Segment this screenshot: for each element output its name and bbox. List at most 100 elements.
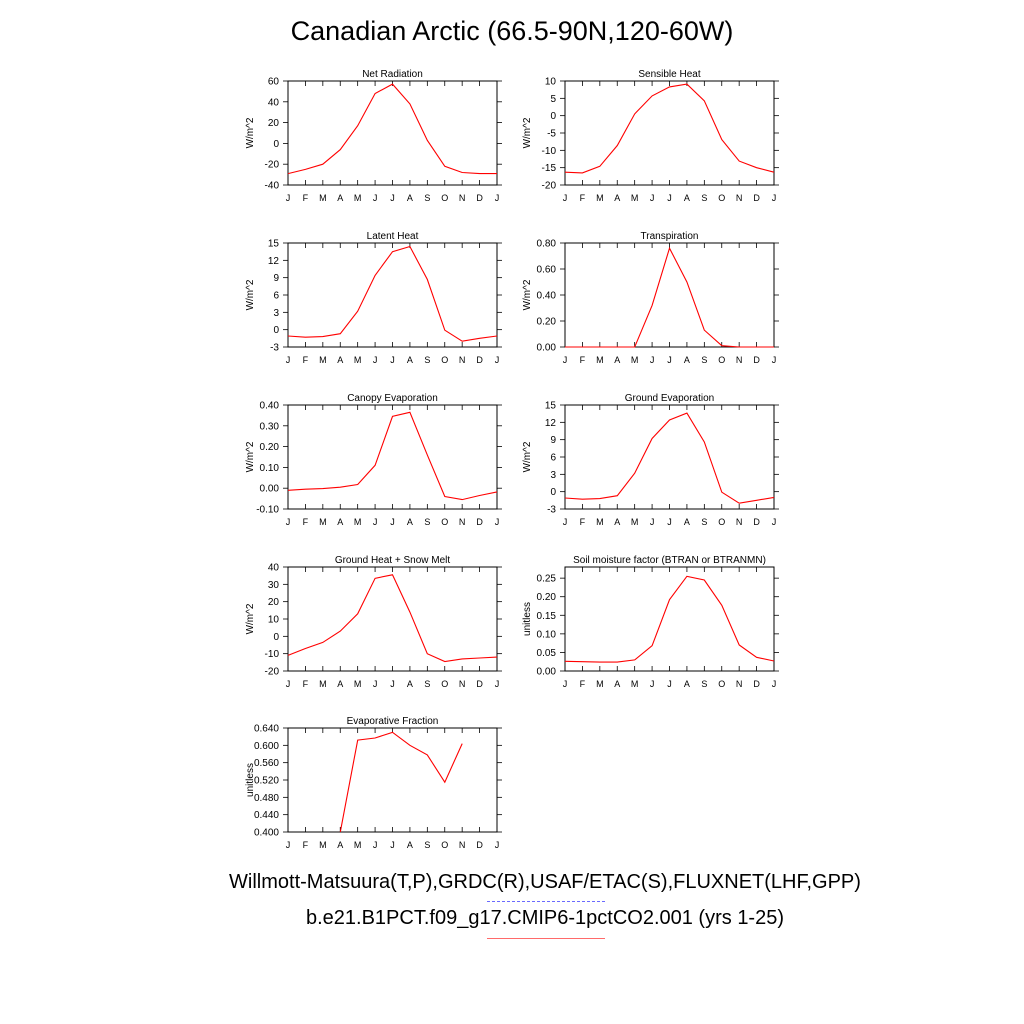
page-title: Canadian Arctic (66.5-90N,120-60W) [290, 16, 734, 46]
x-tick-label: D [753, 193, 760, 203]
obs-sources-label: Willmott-Matsuura(T,P),GRDC(R),USAF/ETAC… [229, 871, 861, 893]
series-line [287, 245, 498, 342]
x-tick-label: A [614, 679, 620, 689]
y-tick-label: 10 [268, 615, 280, 626]
model-legend-line [487, 938, 605, 939]
x-tick-label: J [286, 840, 291, 850]
plot-frame [287, 404, 498, 510]
y-axis-label: W/m^2 [522, 279, 533, 310]
x-tick-label: D [476, 840, 483, 850]
x-tick-label: M [631, 193, 639, 203]
x-tick-label: A [337, 840, 343, 850]
x-tick-label: J [495, 517, 500, 527]
x-tick-label: O [441, 840, 448, 850]
y-tick-label: 0 [273, 632, 279, 643]
x-tick-label: S [701, 355, 707, 365]
y-tick-label: 5 [550, 94, 556, 105]
x-tick-label: D [476, 679, 483, 689]
panel-title: Transpiration [641, 231, 699, 242]
x-tick-label: N [459, 517, 466, 527]
x-tick-label: O [718, 193, 725, 203]
x-tick-label: A [407, 355, 413, 365]
y-tick-label: 20 [268, 597, 280, 608]
x-tick-label: M [631, 679, 639, 689]
x-tick-label: J [373, 517, 378, 527]
x-tick-label: A [614, 355, 620, 365]
x-tick-label: J [495, 679, 500, 689]
x-tick-label: M [319, 193, 327, 203]
x-tick-label: A [337, 517, 343, 527]
y-axis-label: unitless [522, 602, 533, 636]
y-tick-label: 0 [273, 325, 279, 336]
x-tick-label: J [667, 193, 672, 203]
y-tick-label: 0 [550, 111, 556, 122]
x-tick-label: N [736, 679, 743, 689]
x-tick-label: F [580, 193, 586, 203]
x-tick-label: O [441, 355, 448, 365]
x-tick-label: O [718, 355, 725, 365]
x-tick-label: D [753, 517, 760, 527]
x-tick-label: J [390, 355, 395, 365]
plot-frame [564, 80, 775, 186]
x-tick-label: M [631, 517, 639, 527]
y-tick-label: 6 [550, 453, 556, 464]
x-tick-label: J [495, 355, 500, 365]
x-tick-label: J [286, 679, 291, 689]
x-tick-label: M [319, 355, 327, 365]
x-tick-label: F [303, 679, 309, 689]
y-tick-label: 12 [545, 418, 557, 429]
x-tick-label: J [772, 517, 777, 527]
y-tick-label: 0.00 [537, 343, 557, 354]
y-tick-label: 30 [268, 580, 280, 591]
y-tick-label: -20 [265, 667, 280, 678]
model-case-label: b.e21.B1PCT.f09_g17.CMIP6-1pctCO2.001 (y… [305, 907, 785, 929]
series-line [287, 83, 497, 175]
x-tick-label: F [580, 679, 586, 689]
x-tick-label: S [424, 355, 430, 365]
series-line [565, 246, 774, 348]
x-tick-label: A [614, 193, 620, 203]
x-tick-label: J [563, 517, 568, 527]
x-tick-label: M [319, 679, 327, 689]
y-tick-label: 0.25 [537, 574, 557, 585]
y-tick-label: 0.400 [254, 828, 279, 839]
x-tick-label: A [684, 679, 690, 689]
y-axis-label: W/m^2 [522, 441, 533, 472]
x-tick-label: J [667, 355, 672, 365]
y-tick-label: 9 [550, 435, 556, 446]
x-tick-label: J [563, 679, 568, 689]
x-tick-label: J [772, 679, 777, 689]
y-tick-label: 0.15 [537, 611, 557, 622]
x-tick-label: M [354, 679, 362, 689]
x-tick-label: J [563, 193, 568, 203]
x-tick-label: F [580, 355, 586, 365]
x-tick-label: J [495, 193, 500, 203]
x-tick-label: M [631, 355, 639, 365]
series-line [564, 83, 775, 174]
x-tick-label: F [303, 355, 309, 365]
panel-title: Soil moisture factor (BTRAN or BTRANMN) [573, 555, 766, 566]
y-tick-label: -10 [265, 649, 280, 660]
y-tick-label: -3 [270, 343, 279, 354]
x-tick-label: S [424, 840, 430, 850]
x-tick-label: O [441, 193, 448, 203]
x-tick-label: N [459, 679, 466, 689]
x-tick-label: J [390, 517, 395, 527]
x-tick-label: O [441, 517, 448, 527]
panel-title: Net Radiation [362, 69, 423, 80]
series-line [339, 731, 463, 833]
y-tick-label: 0.80 [537, 239, 557, 250]
y-tick-label: 0 [550, 487, 556, 498]
x-tick-label: O [718, 679, 725, 689]
x-tick-label: D [476, 193, 483, 203]
x-tick-label: A [337, 679, 343, 689]
x-tick-label: N [459, 355, 466, 365]
y-tick-label: 0.520 [254, 776, 279, 787]
y-tick-label: 6 [273, 291, 279, 302]
x-tick-label: J [286, 355, 291, 365]
